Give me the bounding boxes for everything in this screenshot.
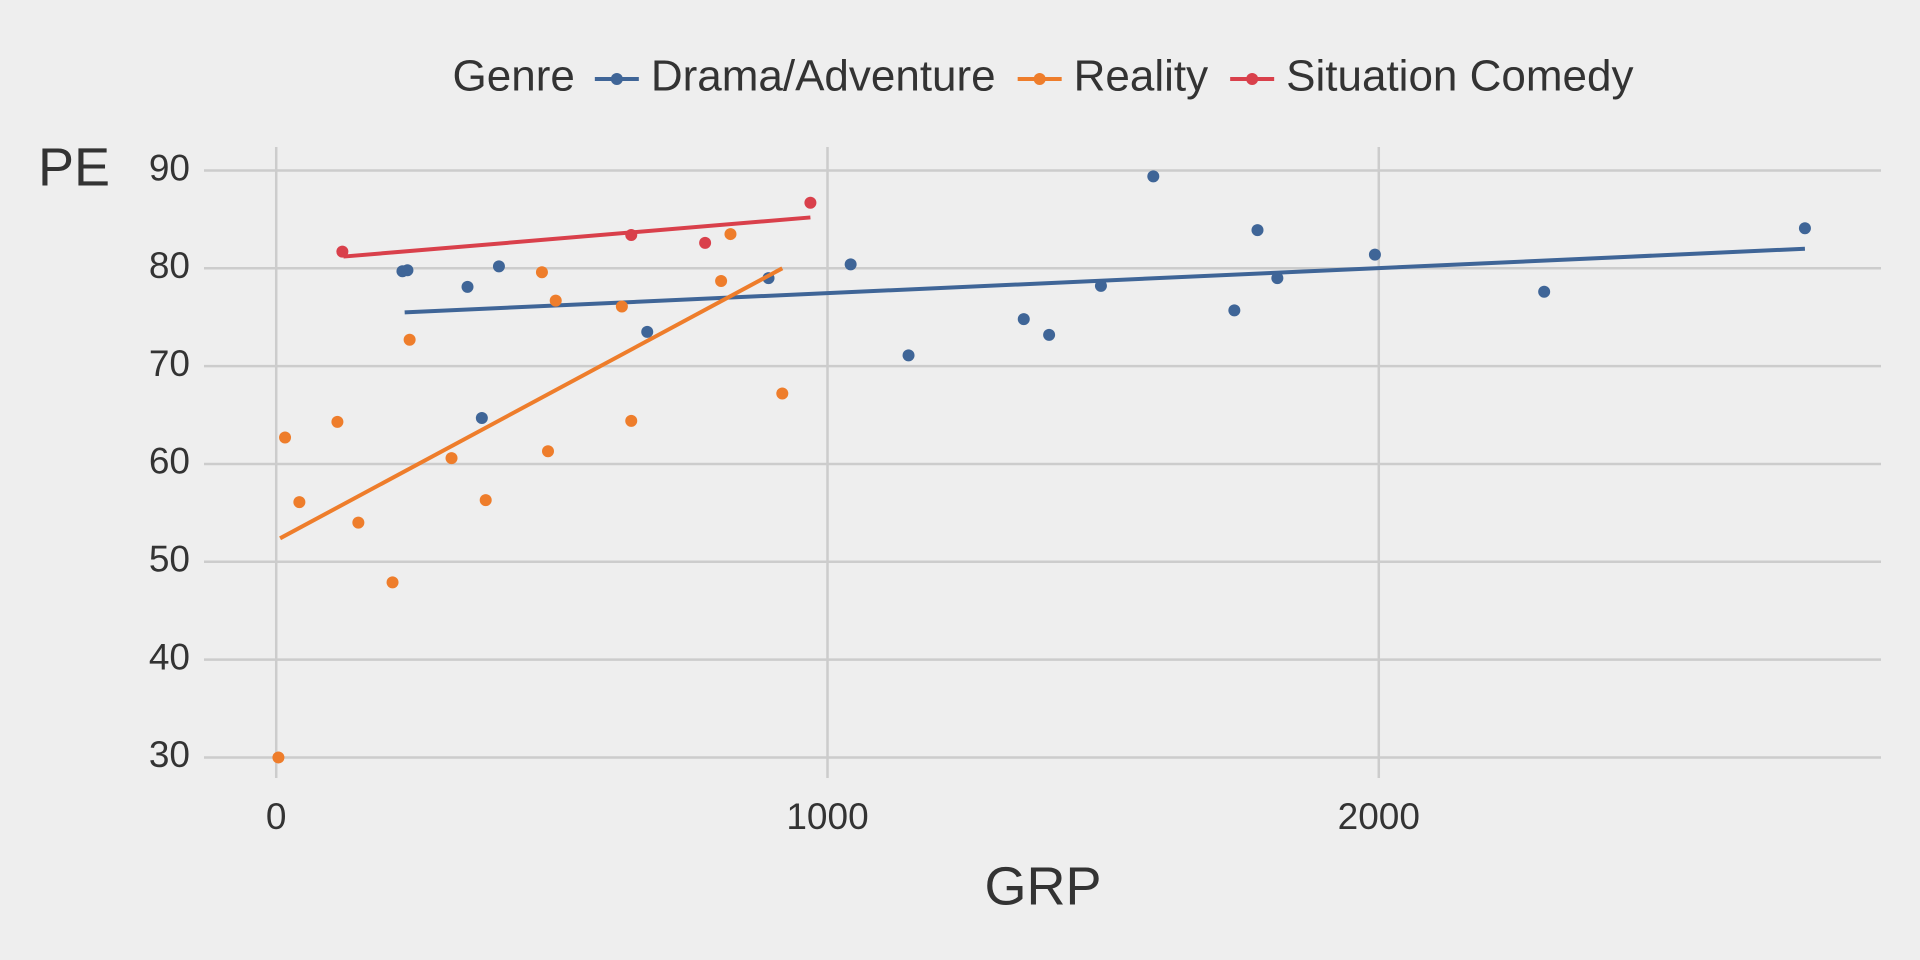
y-tick-label: 90 <box>149 147 190 188</box>
trend-line <box>343 215 811 259</box>
trend-line <box>279 266 784 541</box>
point <box>386 576 399 589</box>
y-axis-title: PE <box>38 137 110 197</box>
legend-label: Situation Comedy <box>1286 52 1633 101</box>
point <box>724 228 737 241</box>
point <box>272 751 285 764</box>
point <box>479 494 492 507</box>
point <box>844 258 857 271</box>
point <box>445 452 458 465</box>
point <box>699 236 712 249</box>
point <box>492 260 505 273</box>
legend-label: Drama/Adventure <box>651 52 996 101</box>
point <box>1271 272 1284 285</box>
point <box>1094 279 1107 292</box>
y-tick-label: 60 <box>149 441 190 482</box>
point <box>279 431 292 444</box>
point <box>403 333 416 346</box>
point <box>1228 304 1241 317</box>
point <box>542 445 554 458</box>
point <box>336 245 349 258</box>
point <box>625 414 638 427</box>
y-tick-label: 40 <box>149 636 190 677</box>
legend-key-dot <box>1246 73 1259 85</box>
point <box>352 516 365 529</box>
point <box>1798 222 1811 235</box>
trend-line <box>404 246 1806 315</box>
point <box>401 264 414 277</box>
y-tick-label: 30 <box>149 734 190 775</box>
legend-title: Genre <box>453 52 575 101</box>
y-tick-label: 80 <box>149 245 190 286</box>
legend-key-dot <box>610 73 623 85</box>
y-tick-label: 70 <box>149 343 190 384</box>
y-tick-label: 50 <box>149 539 190 580</box>
point <box>293 496 306 509</box>
x-tick-label: 1000 <box>786 796 868 837</box>
point <box>615 300 628 313</box>
x-tick-label: 2000 <box>1338 796 1420 837</box>
point <box>715 275 728 288</box>
point <box>1043 328 1056 341</box>
point <box>475 411 488 424</box>
legend-label: Reality <box>1074 52 1209 101</box>
point <box>1538 285 1551 298</box>
point <box>625 229 638 242</box>
legend-key-dot <box>1033 73 1046 85</box>
point <box>776 387 789 400</box>
point <box>1017 313 1030 326</box>
point <box>461 280 474 293</box>
x-tick-label: 0 <box>266 796 287 837</box>
point <box>902 349 915 362</box>
x-axis-title: GRP <box>984 856 1101 916</box>
point <box>1251 224 1264 237</box>
point <box>535 266 548 279</box>
point <box>331 415 344 428</box>
point <box>641 325 654 338</box>
point <box>549 294 562 307</box>
point <box>1368 248 1381 261</box>
point <box>1147 170 1160 183</box>
point <box>804 196 817 209</box>
